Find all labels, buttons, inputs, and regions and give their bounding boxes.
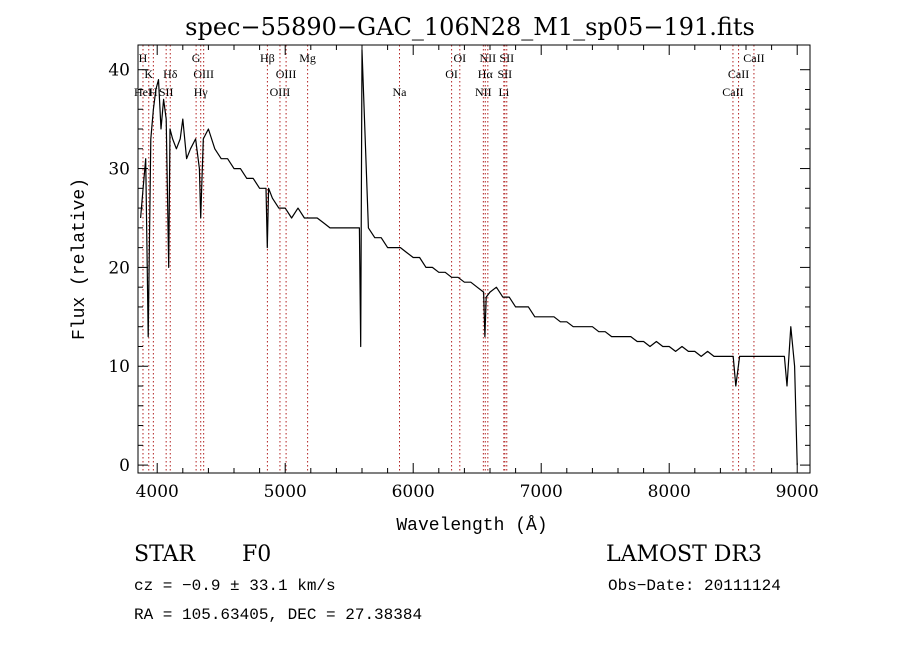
- line-marker-label-19: SII: [499, 51, 514, 65]
- line-marker-label-17: Hα: [478, 67, 494, 81]
- x-tick-label-0: 4000: [136, 482, 179, 502]
- obs-date-text: Obs−Date: 20111124: [608, 577, 781, 595]
- x-tick-label-2: 6000: [392, 482, 435, 502]
- plot-frame: [137, 44, 811, 474]
- x-tick-label-3: 7000: [520, 482, 563, 502]
- x-axis-label: Wavelength (Å): [396, 515, 547, 536]
- line-marker-label-16: NII: [479, 51, 496, 65]
- line-marker-label-14: OI: [453, 51, 466, 65]
- line-marker-label-20: SII: [498, 67, 513, 81]
- line-marker-label-3: H: [149, 85, 158, 99]
- redshift-text: cz = −0.9 ± 33.1 km/s: [134, 577, 336, 595]
- line-marker-label-13: Na: [393, 85, 408, 99]
- line-marker-label-8: Hγ: [194, 85, 209, 99]
- line-marker-label-7: OIII: [193, 67, 214, 81]
- axis-ticks: [138, 45, 810, 473]
- y-axis-label: Flux (relative): [70, 178, 90, 340]
- y-tick-label-4: 40: [108, 61, 130, 81]
- line-marker-label-23: CaII: [728, 67, 749, 81]
- coordinates-text: RA = 105.63405, DEC = 27.38384: [134, 606, 422, 624]
- line-marker-label-4: Hδ: [163, 67, 178, 81]
- spectrum-line: [140, 49, 798, 466]
- survey-name: LAMOST DR3: [606, 542, 762, 567]
- line-marker-label-6: G: [192, 51, 201, 65]
- line-marker-label-10: OIII: [276, 67, 297, 81]
- line-marker-label-12: Mg: [299, 51, 316, 65]
- line-marker-label-22: CaII: [743, 51, 764, 65]
- y-tick-label-1: 10: [108, 357, 130, 377]
- object-subclass: F0: [242, 542, 271, 567]
- y-tick-label-3: 30: [108, 160, 130, 180]
- line-marker-label-9: Hβ: [260, 51, 275, 65]
- y-tick-label-0: 0: [119, 456, 130, 476]
- x-tick-label-1: 5000: [264, 482, 307, 502]
- chart-title: spec−55890−GAC_106N28_M1_sp05−191.fits: [185, 13, 755, 41]
- x-tick-label-4: 8000: [648, 482, 691, 502]
- line-marker-label-21: Li: [498, 85, 509, 99]
- line-marker-label-24: CaII: [722, 85, 743, 99]
- line-marker-label-18: NII: [475, 85, 492, 99]
- line-marker-label-1: K: [144, 67, 153, 81]
- line-markers: HKHeIHHδSIIGOIIIHγHβOIIIOIIIMgNaOIOINIIH…: [134, 45, 765, 473]
- line-marker-label-15: OI: [445, 67, 458, 81]
- y-tick-label-2: 20: [108, 258, 130, 278]
- object-class: STAR: [134, 542, 196, 567]
- line-marker-label-11: OIII: [270, 85, 291, 99]
- x-tick-label-5: 9000: [776, 482, 819, 502]
- line-marker-label-5: SII: [159, 85, 174, 99]
- tick-labels: 4000 5000 6000 7000 8000 9000 0 10 20 30 40: [108, 61, 818, 502]
